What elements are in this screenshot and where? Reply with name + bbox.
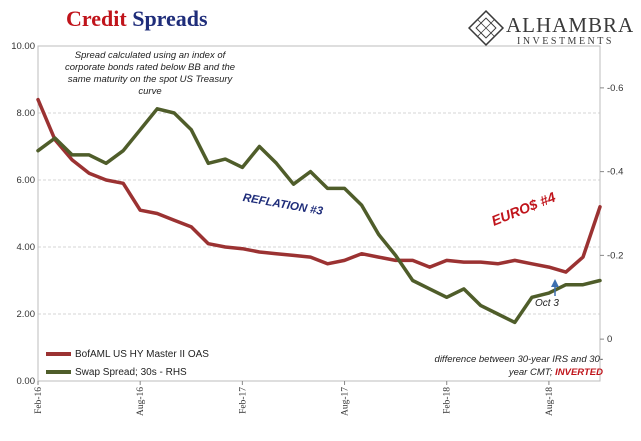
alhambra-logo-icon	[468, 9, 505, 47]
x-tick-label: Feb-17	[238, 387, 248, 414]
legend-swatch-swap	[46, 370, 71, 374]
x-tick-label: Aug-18	[545, 387, 555, 416]
title-word-credit: Credit	[66, 6, 127, 31]
y-left-tick-label: 10.00	[11, 41, 35, 52]
y-left-tick-label: 8.00	[17, 108, 36, 119]
y-left-tick-label: 4.00	[17, 242, 36, 253]
brand-name: ALHAMBRA	[506, 13, 635, 37]
series-lines	[36, 97, 602, 325]
note-bottom-inverted: INVERTED	[555, 367, 603, 378]
y-right-tick-label: -0.2	[607, 250, 623, 261]
note-top: Spread calculated using an index of corp…	[64, 50, 236, 97]
oct-arrow	[551, 279, 559, 296]
axes: 0.00 2.00 4.00 6.00 8.00 10.00 0 -0.2 -0.4 -0.6 Fe…	[11, 41, 623, 416]
y-right-tick-label: -0.4	[607, 167, 623, 178]
title-word-spreads: Spreads	[132, 6, 208, 31]
legend: BofAML US HY Master II OAS Swap Spread; …	[46, 345, 209, 381]
series-line-oas	[36, 97, 602, 274]
legend-swatch-oas	[46, 352, 71, 356]
brand-subtitle: INVESTMENTS	[517, 36, 614, 47]
legend-label-swap: Swap Spread; 30s - RHS	[75, 366, 187, 378]
legend-item-oas: BofAML US HY Master II OAS	[46, 345, 209, 363]
x-tick-label: Aug-16	[136, 387, 146, 416]
x-tick-label: Feb-16	[34, 387, 44, 414]
note-bottom-main: difference between 30-year IRS and 30-ye…	[434, 354, 603, 378]
y-right-tick-label: 0	[607, 334, 612, 345]
plot-frame	[37, 45, 601, 382]
y-left-tick-label: 6.00	[17, 175, 36, 186]
page-title: Credit Spreads	[66, 6, 208, 32]
x-tick-label: Feb-18	[443, 387, 453, 414]
annotation-oct: Oct 3	[535, 298, 559, 309]
legend-label-oas: BofAML US HY Master II OAS	[75, 348, 209, 360]
y-left-tick-label: 0.00	[17, 376, 36, 387]
x-tick-label: Aug-17	[341, 387, 351, 416]
series-line-swap	[36, 107, 602, 325]
legend-item-swap: Swap Spread; 30s - RHS	[46, 363, 209, 381]
y-right-tick-label: -0.6	[607, 83, 623, 94]
note-bottom: difference between 30-year IRS and 30-ye…	[425, 353, 603, 379]
y-left-tick-label: 2.00	[17, 309, 36, 320]
